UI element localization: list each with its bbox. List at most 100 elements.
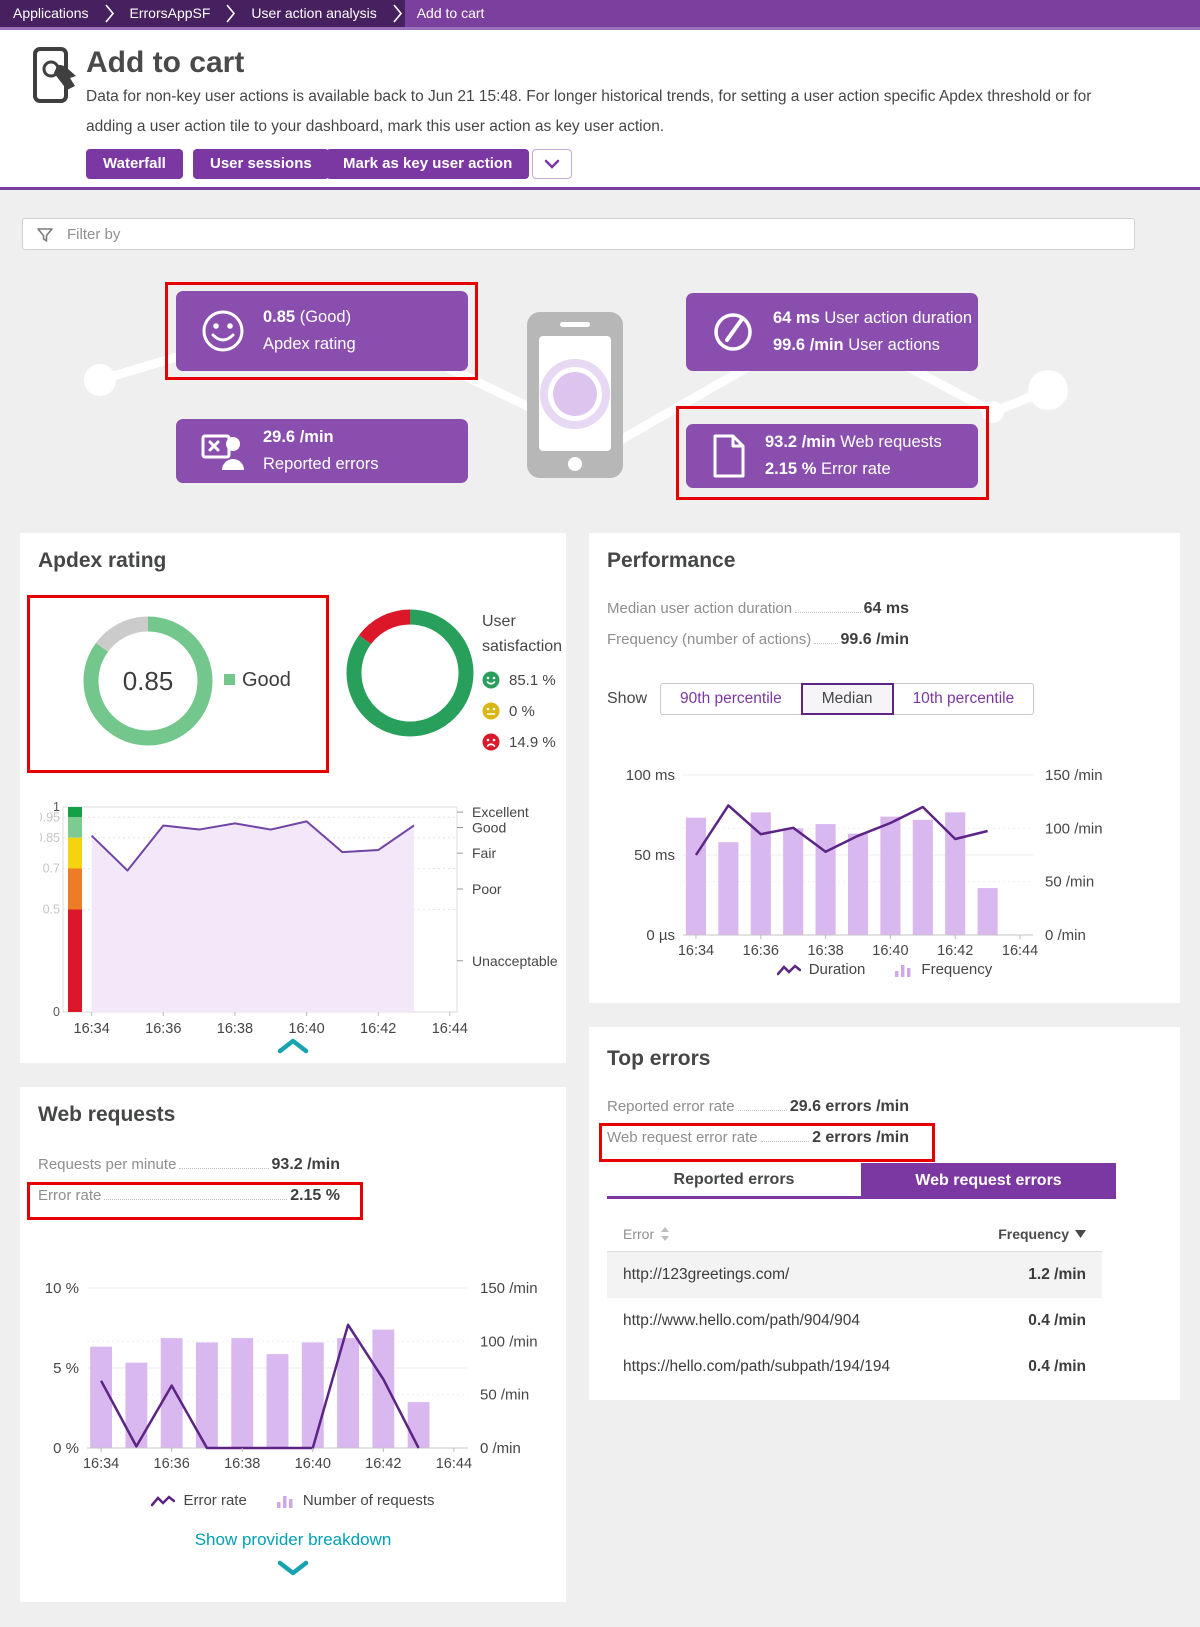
frustrated-face-icon bbox=[482, 733, 500, 751]
apdex-panel-title: Apdex rating bbox=[38, 549, 167, 572]
chevron-down-icon bbox=[544, 159, 560, 169]
table-row[interactable]: https://hello.com/path/subpath/194/194 0… bbox=[607, 1344, 1102, 1390]
apdex-donut-legend: Good bbox=[242, 669, 291, 691]
percentile-selector: Show 90th percentile Median 10th percent… bbox=[607, 683, 1035, 715]
reported-errors-tile[interactable]: 29.6 /min Reported errors bbox=[176, 419, 468, 483]
number-of-requests-legend-label: Number of requests bbox=[302, 1492, 435, 1509]
svg-text:16:40: 16:40 bbox=[295, 1456, 331, 1472]
svg-text:0 µs: 0 µs bbox=[646, 927, 675, 944]
reported-errors-tile-label: Reported errors bbox=[263, 455, 379, 473]
tab-web-request-errors[interactable]: Web request errors bbox=[861, 1163, 1116, 1199]
apdex-tile-value: 0.85 bbox=[263, 308, 296, 326]
filter-input[interactable] bbox=[23, 219, 1134, 249]
mark-key-user-action-button[interactable]: Mark as key user action bbox=[326, 149, 530, 179]
breadcrumb-current: Add to cart bbox=[404, 0, 1200, 27]
smiley-icon bbox=[202, 310, 244, 352]
svg-text:16:44: 16:44 bbox=[432, 1021, 468, 1037]
user-satisfaction-donut-chart bbox=[346, 609, 474, 737]
svg-text:100 /min: 100 /min bbox=[1045, 820, 1103, 837]
svg-text:0 %: 0 % bbox=[53, 1440, 79, 1457]
frequency-row: Frequency (number of actions) 99.6 /min bbox=[607, 631, 909, 648]
svg-text:Poor: Poor bbox=[472, 881, 502, 897]
chevron-up-icon bbox=[277, 1038, 309, 1054]
top-errors-tabs: Reported errors Web request errors bbox=[607, 1163, 1116, 1199]
breadcrumb-applications[interactable]: Applications bbox=[0, 0, 102, 27]
bar-series-icon bbox=[276, 1495, 293, 1508]
web-requests-tile[interactable]: 93.2 /min Web requests 2.15 % Error rate bbox=[686, 424, 978, 488]
user-actions-tile[interactable]: 64 ms User action duration 99.6 /min Use… bbox=[686, 293, 978, 371]
web-requests-rate-label: Web requests bbox=[840, 433, 942, 451]
sort-updown-icon bbox=[661, 1227, 670, 1241]
document-icon bbox=[713, 434, 745, 478]
svg-text:0.5: 0.5 bbox=[43, 903, 60, 917]
apdex-donut-value: 0.85 bbox=[123, 666, 174, 696]
tab-reported-errors[interactable]: Reported errors bbox=[607, 1163, 861, 1199]
sort-desc-icon bbox=[1075, 1230, 1086, 1238]
error-frequency: 0.4 /min bbox=[1028, 1312, 1086, 1329]
svg-text:0 /min: 0 /min bbox=[1045, 927, 1086, 944]
summary-infographic: 0.85 (Good) Apdex rating 29.6 /min Repor… bbox=[0, 258, 1200, 528]
error-rate-legend-label: Error rate bbox=[183, 1492, 247, 1509]
duration-legend-label: Duration bbox=[808, 961, 866, 978]
error-frequency: 1.2 /min bbox=[1028, 1266, 1086, 1283]
breadcrumb-app[interactable]: ErrorsAppSF bbox=[116, 0, 224, 27]
table-row[interactable]: http://www.hello.com/path/904/904 0.4 /m… bbox=[607, 1298, 1102, 1344]
svg-text:16:40: 16:40 bbox=[872, 943, 908, 959]
phone-icon bbox=[527, 312, 623, 478]
apdex-tile[interactable]: 0.85 (Good) Apdex rating bbox=[176, 291, 468, 371]
svg-text:Good: Good bbox=[472, 820, 506, 836]
svg-text:16:36: 16:36 bbox=[145, 1021, 181, 1037]
table-row[interactable]: http://123greetings.com/ 1.2 /min bbox=[607, 1252, 1102, 1298]
page-description-line2: adding a user action tile to your dashbo… bbox=[86, 118, 665, 135]
web-request-error-rate-row: Web request error rate 2 errors /min bbox=[607, 1129, 909, 1146]
error-rate-row: Error rate 2.15 % bbox=[38, 1187, 340, 1204]
svg-text:50 /min: 50 /min bbox=[1045, 874, 1094, 891]
svg-text:16:38: 16:38 bbox=[807, 943, 843, 959]
page-header: Add to cart Data for non-key user action… bbox=[0, 30, 1200, 190]
median-duration-row: Median user action duration 64 ms bbox=[607, 600, 909, 617]
breadcrumb-chevron-icon bbox=[223, 0, 239, 27]
segment-10th-percentile[interactable]: 10th percentile bbox=[892, 683, 1035, 715]
apdex-tile-label: Apdex rating bbox=[263, 335, 356, 353]
svg-text:1: 1 bbox=[53, 800, 60, 814]
user-sessions-button[interactable]: User sessions bbox=[193, 149, 329, 179]
column-header-error[interactable]: Error bbox=[623, 1226, 670, 1242]
column-header-frequency[interactable]: Frequency bbox=[998, 1226, 1086, 1242]
svg-text:100 ms: 100 ms bbox=[626, 767, 675, 784]
svg-text:16:34: 16:34 bbox=[678, 943, 714, 959]
segment-90th-percentile[interactable]: 90th percentile bbox=[660, 683, 802, 715]
expand-chevron-down[interactable] bbox=[277, 1560, 309, 1576]
svg-text:Unacceptable: Unacceptable bbox=[472, 953, 558, 969]
show-label: Show bbox=[607, 690, 648, 707]
web-requests-rate-value: 93.2 /min bbox=[765, 433, 836, 451]
user-actions-rate-label: User actions bbox=[848, 336, 940, 354]
show-provider-breakdown-link[interactable]: Show provider breakdown bbox=[194, 1530, 392, 1549]
requests-per-minute-row: Requests per minute 93.2 /min bbox=[38, 1156, 340, 1173]
more-actions-button[interactable] bbox=[532, 149, 572, 179]
svg-text:16:38: 16:38 bbox=[224, 1456, 260, 1472]
web-requests-title: Web requests bbox=[38, 1103, 176, 1126]
breadcrumb: Applications ErrorsAppSF User action ana… bbox=[0, 0, 1200, 30]
performance-panel: Performance Median user action duration … bbox=[589, 533, 1180, 1003]
svg-text:Fair: Fair bbox=[472, 845, 496, 861]
svg-text:16:42: 16:42 bbox=[360, 1021, 396, 1037]
svg-text:Excellent: Excellent bbox=[472, 804, 529, 820]
waterfall-button[interactable]: Waterfall bbox=[86, 149, 183, 179]
segment-median[interactable]: Median bbox=[800, 683, 894, 715]
performance-legend: Duration Frequency bbox=[589, 961, 1180, 978]
filter-funnel-icon bbox=[37, 228, 53, 242]
svg-text:16:34: 16:34 bbox=[83, 1456, 119, 1472]
collapse-chevron-up[interactable] bbox=[277, 1038, 309, 1054]
reported-errors-tile-value: 29.6 /min bbox=[263, 428, 334, 446]
svg-text:5 %: 5 % bbox=[53, 1360, 79, 1377]
apdex-trend-chart: 10.95 0.85 0.7 0.5 0 16:34 16:36 16:38 16:40 16:4… bbox=[40, 800, 558, 1037]
svg-text:16:42: 16:42 bbox=[365, 1456, 401, 1472]
svg-text:0.95: 0.95 bbox=[40, 810, 60, 824]
breadcrumb-user-action-analysis[interactable]: User action analysis bbox=[238, 0, 390, 27]
user-action-duration-value: 64 ms bbox=[773, 309, 820, 327]
svg-text:16:36: 16:36 bbox=[154, 1456, 190, 1472]
svg-text:16:44: 16:44 bbox=[1002, 943, 1038, 959]
breadcrumb-chevron-icon bbox=[389, 0, 405, 27]
user-satisfaction-title: User satisfaction bbox=[482, 613, 563, 655]
